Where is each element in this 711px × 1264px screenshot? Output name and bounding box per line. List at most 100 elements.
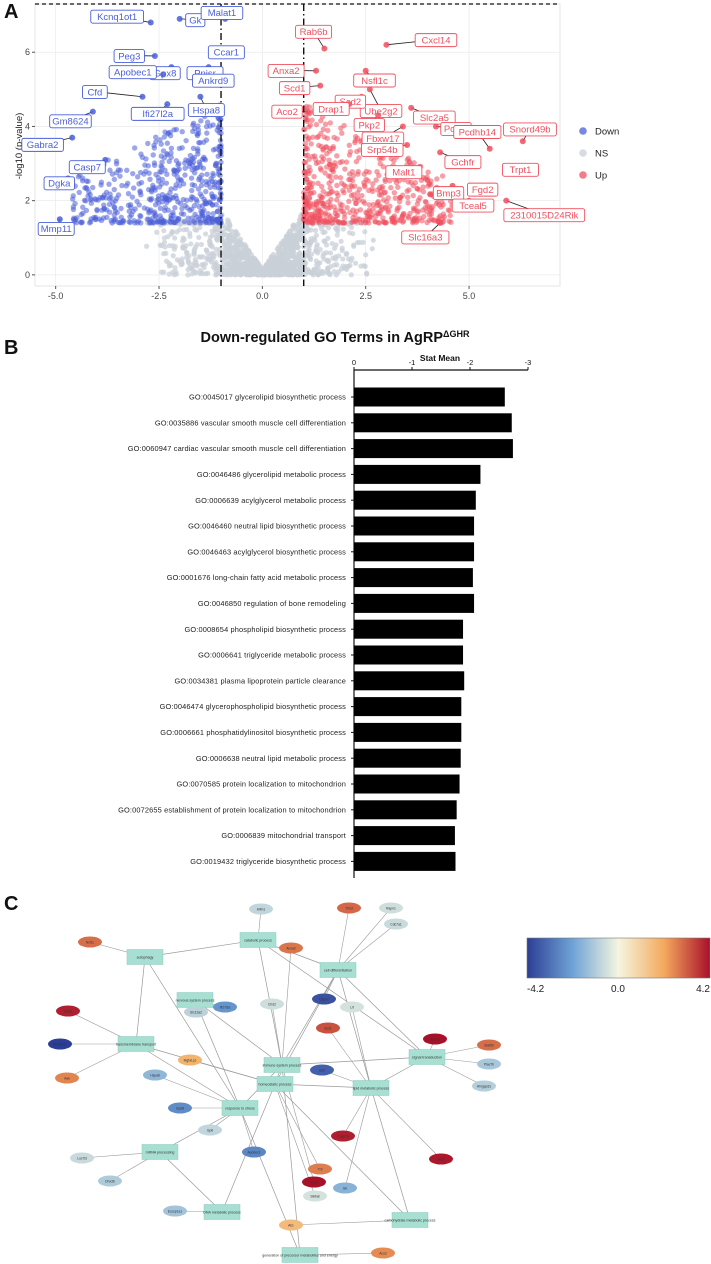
up-point: [394, 208, 400, 214]
down-point: [191, 170, 198, 176]
up-highlight-point: [437, 149, 444, 156]
gene-node-label: Nsf1c: [86, 940, 95, 944]
down-point: [203, 200, 209, 206]
gene-edge: [344, 1087, 372, 1189]
go-term-label: GO:0046474 glycerophospholipid biosynthe…: [160, 702, 347, 711]
gene-node: [310, 1064, 334, 1076]
ns-point: [270, 251, 276, 258]
ns-point: [232, 233, 238, 239]
down-point: [115, 219, 121, 226]
down-point: [74, 215, 80, 221]
gene-label-box: [68, 160, 106, 175]
up-point: [352, 133, 359, 140]
gene-node: [56, 1005, 80, 1017]
process-node: [319, 962, 357, 978]
down-point: [134, 174, 141, 180]
up-point: [313, 202, 320, 208]
ns-point: [219, 256, 226, 262]
go-bar-chart: B Down-regulated GO Terms in AgRPΔGHR St…: [4, 329, 531, 878]
up-point: [335, 192, 341, 199]
down-point: [96, 216, 102, 222]
gene-label-box: [113, 49, 145, 63]
gene-label-box: [414, 33, 458, 48]
up-point: [313, 160, 320, 167]
down-point: [70, 193, 76, 199]
gene-node: [371, 1247, 395, 1259]
legend-down-marker: [579, 127, 587, 135]
legend-ns-label: NS: [595, 149, 608, 160]
gene-node-label: Ifng2: [310, 1180, 317, 1184]
legend-down-label: Down: [595, 127, 619, 138]
gene-edge: [327, 1027, 372, 1089]
down-point: [131, 145, 138, 151]
gene-node: [303, 1190, 327, 1202]
ns-point: [172, 265, 178, 271]
down-point: [190, 128, 196, 135]
up-point: [373, 177, 379, 183]
down-point: [129, 194, 136, 200]
go-term-label: GO:0070585 protein localization to mitoc…: [177, 780, 346, 789]
gene-edge: [281, 947, 292, 1066]
up-point: [316, 216, 322, 222]
network-edge: [135, 1043, 241, 1109]
go-x-tick-label: 0: [352, 358, 356, 367]
up-point: [341, 220, 347, 226]
up-point: [421, 213, 427, 220]
gene-label: 2310015D24Rik: [510, 210, 578, 221]
ns-point: [188, 241, 194, 247]
up-point: [404, 188, 410, 194]
go-x-axis-label: Stat Mean: [420, 353, 460, 363]
down-highlight-point: [151, 52, 158, 59]
down-point: [88, 200, 95, 206]
gene-label: Malt1: [392, 167, 415, 178]
down-point: [100, 194, 106, 201]
go-bar: [354, 671, 465, 691]
down-point: [199, 203, 206, 209]
down-point: [176, 145, 183, 152]
gene-label-box: [451, 198, 495, 213]
gene-node: [78, 936, 102, 948]
up-point: [317, 208, 324, 214]
ns-point: [306, 254, 312, 260]
down-point: [214, 161, 220, 167]
up-highlight-point: [519, 138, 526, 145]
ns-point: [239, 255, 245, 261]
gene-edge: [274, 1083, 321, 1170]
up-point: [445, 207, 451, 213]
up-highlight-point: [503, 197, 510, 204]
color-scale-min-label: -4.2: [527, 984, 545, 995]
gene-label: Gk: [189, 15, 201, 26]
gene-node-label: Slc25a27: [53, 1042, 67, 1046]
process-node: [352, 1080, 390, 1096]
down-point: [109, 171, 116, 177]
go-bar: [354, 439, 513, 459]
gene-label-box: [187, 103, 225, 118]
panel-label-c: C: [4, 893, 18, 915]
down-point: [195, 123, 201, 129]
gene-label-box: [200, 5, 244, 20]
gene-node: [477, 1058, 501, 1070]
gene-edge: [290, 1219, 411, 1226]
ns-point: [304, 249, 311, 255]
down-point: [151, 209, 158, 215]
down-point: [148, 195, 155, 202]
ns-point: [198, 241, 205, 248]
down-point: [90, 184, 96, 191]
ns-point: [303, 267, 310, 274]
up-point: [388, 155, 394, 162]
gene-label: Malat1: [208, 8, 237, 19]
up-point: [392, 195, 399, 201]
down-point: [191, 182, 198, 189]
gene-label: Casp7: [74, 162, 101, 173]
go-term-label: GO:0019432 triglyceride biosynthetic pro…: [190, 857, 346, 866]
up-point: [405, 200, 411, 206]
gene-node: [242, 1146, 266, 1158]
gene-label: Pcdhb14: [459, 127, 497, 138]
process-node-label: response to stress: [225, 1107, 255, 1111]
gene-node-label: Ak1: [288, 1223, 294, 1227]
up-point: [361, 200, 368, 206]
ns-point: [171, 246, 177, 252]
down-point: [195, 148, 201, 154]
up-point: [395, 184, 401, 190]
down-point: [164, 151, 170, 157]
